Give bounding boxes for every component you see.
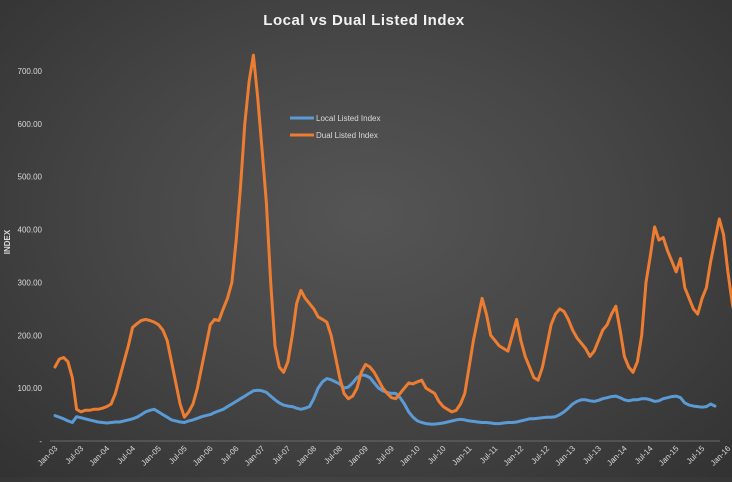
x-tick-label: Jul-03 — [64, 444, 86, 466]
y-tick-label: 700.00 — [18, 67, 43, 76]
legend-label: Local Listed Index — [316, 114, 381, 123]
x-tick-label: Jan-10 — [398, 444, 422, 468]
x-tick-label: Jul-14 — [633, 444, 655, 466]
y-tick-label: - — [39, 437, 42, 446]
legend: Local Listed Index Dual Listed Index — [290, 114, 381, 140]
x-tick-label: Jul-13 — [581, 444, 603, 466]
x-tick-label: Jul-15 — [685, 444, 707, 466]
x-tick-label: Jul-09 — [374, 444, 396, 466]
x-tick-label: Jan-11 — [450, 444, 474, 468]
x-tick-label: Jul-06 — [219, 444, 241, 466]
y-axis-label: INDEX — [3, 229, 12, 254]
x-tick-label: Jul-11 — [478, 444, 500, 466]
y-tick-label: 300.00 — [18, 278, 43, 287]
x-tick-label: Jul-10 — [426, 444, 448, 466]
y-tick-label: 600.00 — [18, 120, 43, 129]
chart-title: Local vs Dual Listed Index — [263, 12, 465, 29]
series-line-dual-listed-index — [53, 53, 732, 419]
x-tick-label: Jan-05 — [139, 444, 163, 468]
series-lines — [53, 53, 732, 426]
x-tick-label: Jan-12 — [502, 444, 526, 468]
x-tick-label: Jul-05 — [167, 444, 189, 466]
y-tick-label: 500.00 — [18, 173, 43, 182]
x-tick-label: Jan-04 — [88, 444, 112, 468]
x-tick-label: Jul-07 — [271, 444, 293, 466]
x-tick-labels: Jan-03 Jul-03 Jan-04 Jul-04 Jan-05 Jul-05 Jan-… — [36, 444, 732, 468]
x-tick-label: Jan-16 — [709, 444, 732, 468]
x-tick-label: Jul-08 — [322, 444, 344, 466]
series-line-local-listed-index — [53, 373, 717, 426]
x-tick-label: Jan-03 — [36, 444, 60, 468]
x-tick-label: Jul-12 — [529, 444, 551, 466]
y-tick-labels: - 100.00 200.00 300.00 400.00 500.00 600.00 700… — [18, 67, 43, 446]
x-tick-label: Jan-06 — [191, 444, 215, 468]
x-tick-label: Jan-15 — [657, 444, 681, 468]
x-tick-label: Jan-14 — [605, 444, 629, 468]
y-tick-label: 400.00 — [18, 226, 43, 235]
legend-label: Dual Listed Index — [316, 131, 378, 140]
x-tick-label: Jan-13 — [553, 444, 577, 468]
x-tick-label: Jan-08 — [295, 444, 319, 468]
x-tick-label: Jul-04 — [115, 444, 137, 466]
x-tick-label: Jan-09 — [346, 444, 370, 468]
x-tick-label: Jan-07 — [243, 444, 267, 468]
y-tick-label: 100.00 — [18, 384, 43, 393]
y-tick-label: 200.00 — [18, 331, 43, 340]
